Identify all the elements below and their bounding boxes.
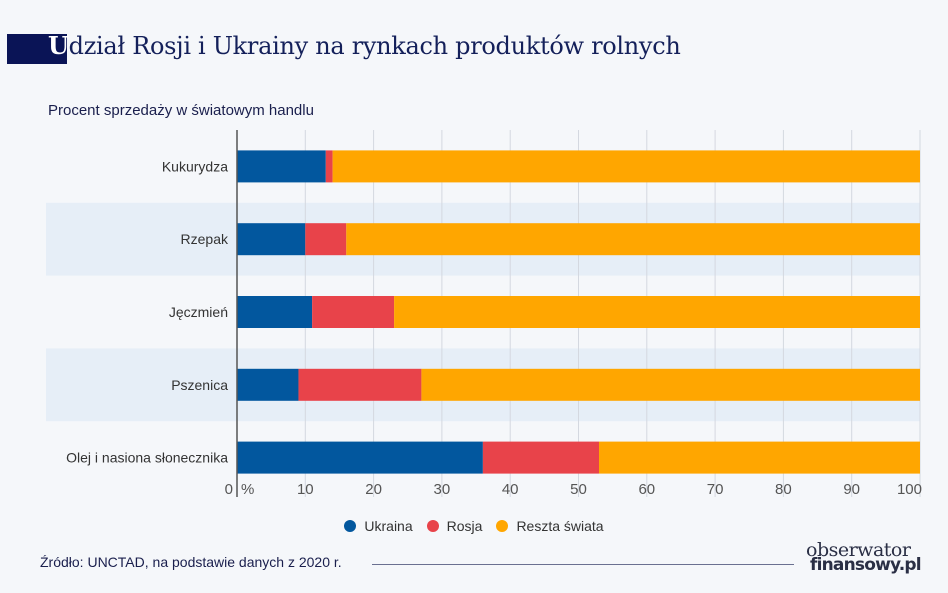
bar-reszta-świata [394,296,921,328]
bar-ukraina [237,368,299,401]
bar-rosja [305,223,347,256]
legend-label: Rosja [446,518,483,534]
bar-rosja [298,368,422,401]
divider [372,564,794,565]
legend-label: Reszta świata [516,518,604,534]
bar-reszta-świata [421,368,920,401]
x-tick-label: 90 [843,481,860,498]
legend-item: Rosja [426,518,483,534]
bar-rosja [325,150,333,183]
x-tick-label: 20 [365,481,382,498]
category-label: Pszenica [171,377,228,393]
x-tick-label: 30 [434,481,451,498]
title-initial: U [48,31,69,60]
x-tick-label: 50 [570,481,587,498]
category-label: Olej i nasiona słonecznika [66,450,228,466]
title-accent-bar [7,34,67,64]
x-unit-label: % [241,481,254,498]
chart-subtitle: Procent sprzedaży w światowym handlu [48,102,314,119]
x-tick-label: 40 [502,481,519,498]
category-label: Jęczmień [169,304,228,320]
bar-rosja [482,441,599,474]
logo-line1: obserwator [806,539,911,561]
title-text: dział Rosji i Ukrainy na rynkach produkt… [68,32,681,60]
x-tick-label: 70 [707,481,724,498]
bar-reszta-świata [598,441,920,474]
bar-reszta-świata [332,150,920,183]
bar-ukraina [237,150,326,183]
bar-ukraina [237,441,483,474]
bar-reszta-świata [346,223,920,256]
category-label: Rzepak [181,231,229,247]
legend-swatch [496,520,509,532]
chart-title: Udział Rosji i Ukrainy na rynkach produk… [48,31,681,60]
legend-swatch [426,520,439,532]
legend-label: Ukraina [364,518,413,534]
x-tick-label: 0 [225,481,233,498]
legend-item: Reszta świata [496,518,604,534]
bar-ukraina [237,296,313,328]
bar-ukraina [237,223,306,256]
logo-line2: finansowy.pl [810,555,922,575]
bar-rosja [312,296,395,328]
category-label: Kukurydza [162,158,228,174]
source-note: Źródło: UNCTAD, na podstawie danych z 20… [40,554,342,570]
legend-swatch [344,520,357,532]
logo: obserwator finansowy.pl [806,539,922,575]
x-tick-label: 10 [297,481,314,498]
legend-item: Ukraina [344,518,413,534]
x-tick-label: 60 [638,481,655,498]
x-tick-label: 100 [897,481,922,498]
x-tick-label: 80 [775,481,792,498]
legend: Ukraina Rosja Reszta świata [0,518,948,535]
